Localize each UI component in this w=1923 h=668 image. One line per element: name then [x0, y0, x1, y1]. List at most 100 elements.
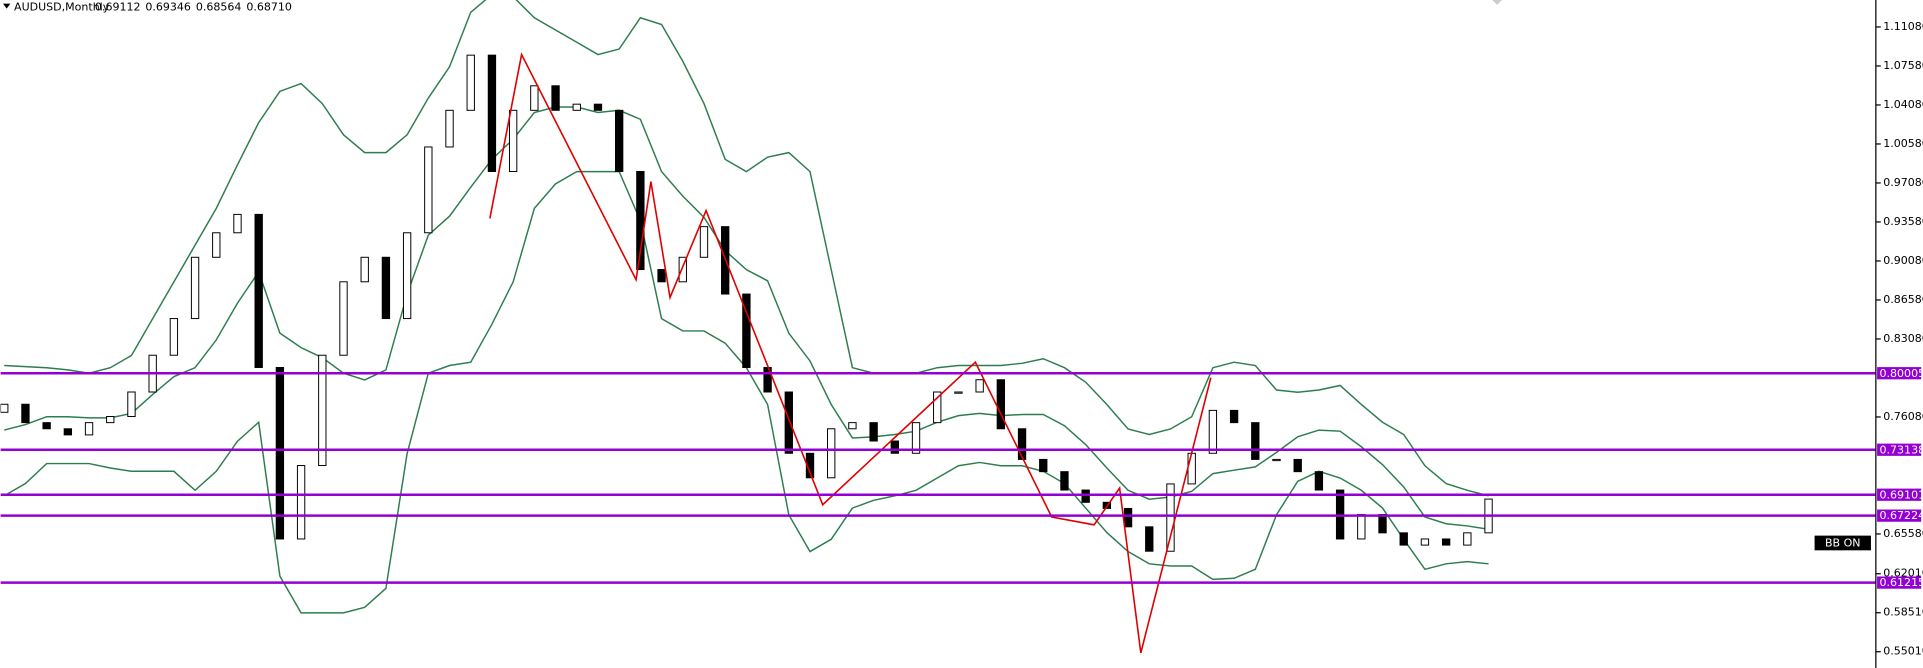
header-value: 0.69346: [145, 0, 191, 13]
candle: [21, 403, 30, 424]
candle: [318, 354, 327, 467]
candle: [1251, 422, 1260, 460]
candle: [890, 440, 899, 454]
candle: [1166, 483, 1175, 552]
candle: [127, 391, 136, 418]
candle: [1314, 471, 1324, 491]
candle: [933, 391, 942, 424]
candle: [1378, 514, 1387, 534]
candle: [42, 422, 51, 430]
candle: [445, 109, 454, 148]
candle: [1463, 532, 1472, 546]
bollinger-band: [4, 106, 1489, 530]
level-label-box: [1877, 488, 1922, 501]
candle: [869, 422, 878, 442]
candle: [233, 213, 242, 234]
bollinger-band: [3, 170, 1489, 614]
level-label: 0.73138: [1880, 443, 1923, 456]
badge-box: [1814, 535, 1871, 551]
candle: [1441, 538, 1451, 546]
candle: [848, 422, 857, 430]
candle: [360, 256, 369, 283]
candle: [1145, 526, 1154, 552]
header-value: 0.68564: [196, 0, 242, 13]
candle: [742, 293, 751, 368]
candle: [1123, 507, 1133, 528]
level-label: 0.80005: [1880, 367, 1923, 380]
candle: [212, 232, 221, 258]
level-label: 0.67224: [1880, 509, 1923, 522]
candle: [572, 103, 581, 111]
header-value: 0.69112: [95, 0, 141, 13]
plot-area: [0, 0, 1876, 654]
candle: [1208, 409, 1218, 454]
symbol: AUDUSD,Monthly: [14, 0, 110, 13]
candle: [1039, 458, 1048, 473]
candle: [784, 391, 793, 454]
level-label-box: [1877, 509, 1922, 522]
candle: [1081, 489, 1090, 503]
candle: [1399, 532, 1408, 546]
candle: [0, 403, 9, 413]
candle: [678, 256, 687, 283]
y-tick-label: 1.11080: [1883, 20, 1923, 33]
collapse-icon[interactable]: [3, 3, 11, 9]
candle: [614, 109, 624, 172]
candle: [657, 269, 666, 283]
candle: [275, 366, 285, 540]
candle: [996, 379, 1006, 430]
bollinger-band: [4, 0, 1489, 497]
level-label: 0.69101: [1880, 488, 1923, 501]
scroll-marker: [1492, 0, 1503, 5]
candle: [551, 85, 560, 111]
candle: [1229, 409, 1239, 424]
candle: [424, 146, 433, 234]
candle: [1357, 514, 1366, 540]
candle: [402, 232, 412, 320]
candle: [954, 391, 963, 394]
candle: [381, 256, 391, 320]
candle: [339, 281, 348, 356]
candle: [699, 226, 709, 258]
candle: [169, 318, 179, 356]
candle: [1420, 538, 1430, 546]
y-tick-label: 1.07580: [1883, 59, 1923, 72]
level-label-box: [1877, 576, 1922, 589]
candle: [911, 422, 921, 454]
candle: [466, 54, 475, 111]
candle: [254, 213, 263, 368]
candle: [1293, 458, 1302, 473]
header-value: 0.68710: [246, 0, 292, 13]
candle: [805, 452, 815, 479]
header-values: 0.69112 0.69346 0.68564 0.68710: [95, 0, 292, 13]
candle: [1017, 428, 1027, 460]
candle: [190, 256, 200, 320]
candle: [296, 465, 306, 540]
candle: [636, 170, 645, 271]
y-tick-label: 1.04080: [1883, 98, 1923, 111]
candle: [827, 428, 836, 479]
level-label: 0.61215: [1880, 576, 1923, 589]
candle: [106, 416, 115, 424]
candle: [487, 54, 497, 172]
zigzag: [489, 52, 1212, 654]
candle: [975, 379, 984, 393]
candle: [530, 85, 539, 111]
candle: [63, 428, 73, 436]
candle: [1060, 471, 1069, 491]
candle: [84, 422, 94, 436]
candle: [1187, 452, 1196, 485]
level-label-box: [1877, 443, 1922, 456]
candle: [593, 103, 603, 111]
candle: [1272, 458, 1281, 462]
